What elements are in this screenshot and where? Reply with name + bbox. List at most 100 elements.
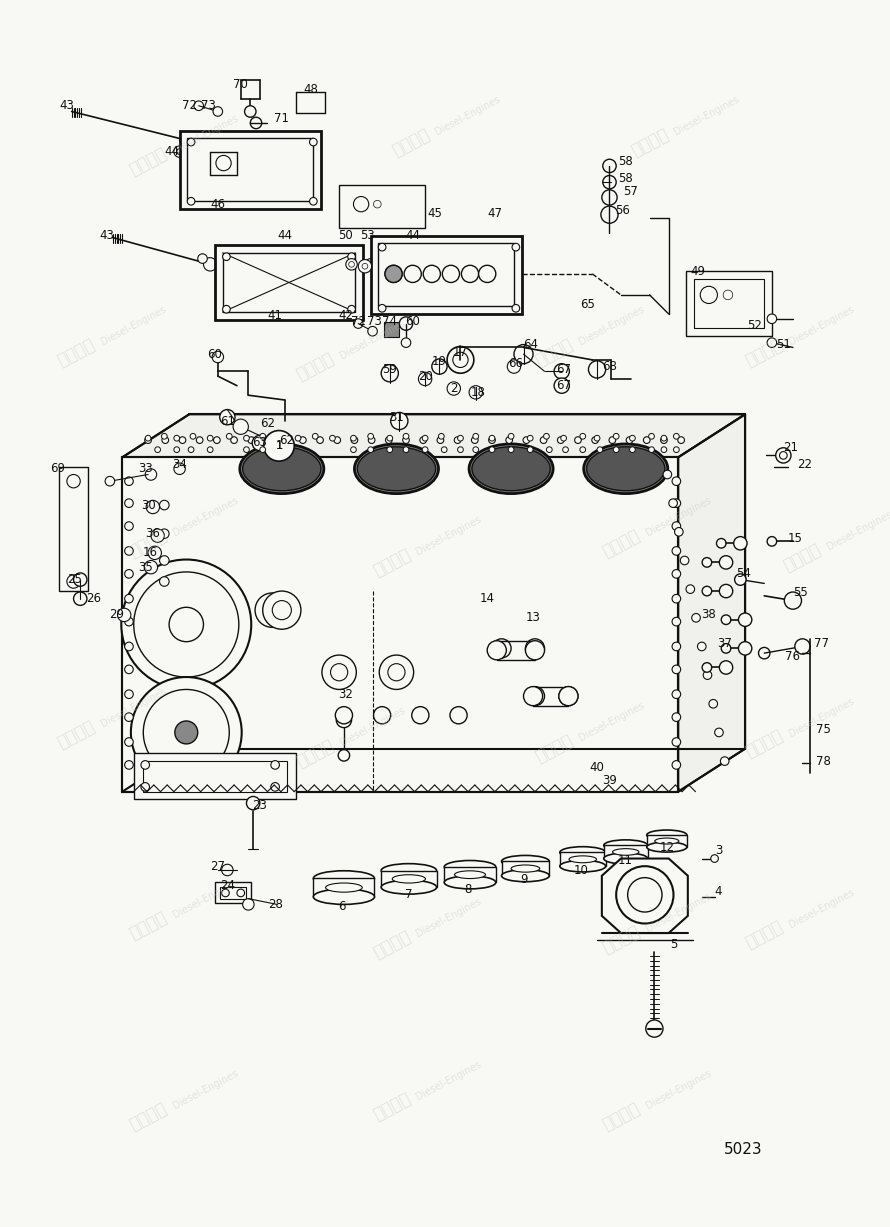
Circle shape [739,614,752,627]
Circle shape [300,437,306,443]
Circle shape [716,539,726,548]
Circle shape [700,286,717,303]
Text: Diesel-Engines: Diesel-Engines [673,94,741,136]
Text: Diesel-Engines: Diesel-Engines [100,686,168,729]
Circle shape [374,200,381,207]
Circle shape [359,260,372,272]
Circle shape [385,265,402,282]
Text: 76: 76 [785,649,800,663]
Bar [215,245,363,320]
Text: 28: 28 [268,898,282,910]
Text: Diesel-Engines: Diesel-Engines [644,1069,713,1112]
Circle shape [479,265,496,282]
Circle shape [260,433,265,439]
Circle shape [603,175,616,189]
Circle shape [473,447,479,453]
Circle shape [351,436,356,440]
Bar [502,861,549,876]
Text: 70: 70 [233,79,248,91]
Circle shape [67,574,80,588]
Ellipse shape [511,865,539,872]
Circle shape [422,447,428,453]
Circle shape [310,139,317,146]
Circle shape [263,591,301,629]
Text: Diesel-Engines: Diesel-Engines [338,318,407,361]
Text: Diesel-Engines: Diesel-Engines [415,1059,483,1102]
Text: Diesel-Engines: Diesel-Engines [171,877,239,920]
Ellipse shape [357,447,435,491]
Circle shape [353,196,368,212]
Circle shape [674,433,679,439]
Text: 40: 40 [590,761,604,774]
Circle shape [159,556,169,566]
Circle shape [334,437,341,443]
Text: 9: 9 [520,874,527,886]
Circle shape [362,264,368,269]
Circle shape [715,728,724,736]
Text: 紫发动力: 紫发动力 [742,726,786,761]
Text: 73: 73 [201,99,215,112]
Circle shape [678,437,684,443]
Bar [143,761,287,791]
Text: 紫发动力: 紫发动力 [742,335,786,369]
Circle shape [672,521,681,530]
Circle shape [719,584,732,598]
Text: 紫发动力: 紫发动力 [781,540,824,575]
Text: 紫发动力: 紫发动力 [369,928,414,962]
Circle shape [613,433,619,439]
Bar [134,753,296,799]
Circle shape [222,253,231,260]
Ellipse shape [239,444,324,493]
Circle shape [447,346,473,373]
Text: 53: 53 [360,229,376,242]
Bar [370,236,522,314]
Text: 1: 1 [275,440,282,450]
Circle shape [353,319,363,329]
Circle shape [544,433,549,439]
Circle shape [680,556,689,564]
Circle shape [672,546,681,556]
Text: 26: 26 [86,593,101,605]
Circle shape [613,447,619,453]
Circle shape [672,617,681,626]
Circle shape [387,447,392,453]
Circle shape [131,677,242,788]
Text: 43: 43 [60,99,74,112]
Circle shape [711,855,718,863]
Circle shape [144,561,158,574]
Circle shape [233,420,248,434]
Circle shape [795,639,810,654]
Circle shape [402,437,409,443]
Circle shape [767,314,777,324]
Text: 紫发动力: 紫发动力 [126,526,170,561]
Circle shape [255,593,289,627]
Circle shape [265,437,271,443]
Bar [60,466,88,591]
Circle shape [627,437,633,443]
Ellipse shape [587,447,665,491]
Text: 紫发动力: 紫发动力 [294,350,337,384]
Ellipse shape [326,883,362,892]
Circle shape [317,437,323,443]
Circle shape [248,437,255,443]
Circle shape [559,687,578,706]
Text: 12: 12 [659,840,675,854]
Text: 67: 67 [556,363,571,375]
Text: Diesel-Engines: Diesel-Engines [577,304,646,347]
Circle shape [401,337,411,347]
Circle shape [330,664,348,681]
Circle shape [672,642,681,650]
Circle shape [702,587,712,596]
Text: 58: 58 [619,155,633,168]
Circle shape [557,437,564,443]
Circle shape [601,206,618,223]
Text: 25: 25 [67,573,82,587]
Text: Diesel-Engines: Diesel-Engines [415,514,483,557]
Ellipse shape [603,839,648,850]
Circle shape [155,447,160,453]
Text: 紫发动力: 紫发动力 [532,731,576,766]
Text: 71: 71 [274,112,289,125]
Circle shape [588,361,606,378]
Circle shape [603,160,616,173]
Circle shape [222,890,230,897]
